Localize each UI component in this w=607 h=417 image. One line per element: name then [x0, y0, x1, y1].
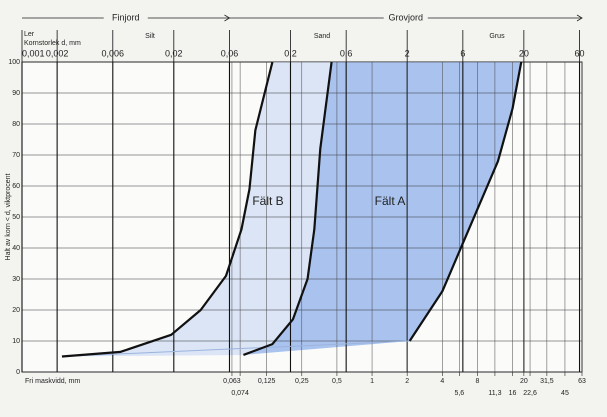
field-area [61, 62, 332, 357]
bottom-tick-label: 63 [578, 378, 586, 385]
bottom-tick-label: 31,5 [540, 378, 554, 385]
x-axis-label: Fri maskvidd, mm [25, 378, 80, 385]
y-tick-label: 50 [12, 214, 20, 221]
y-tick-label: 80 [12, 121, 20, 128]
y-tick-label: 90 [12, 90, 20, 97]
field-label: Fält A [375, 194, 406, 208]
bottom-tick-label: 2 [405, 378, 409, 385]
bracket-arrow [576, 14, 583, 22]
top-tick-label: 0,6 [340, 48, 353, 58]
top-tick-label: 0,02 [165, 48, 183, 58]
bottom-tick-label: 20 [520, 378, 528, 385]
bottom-tick-label: 0,074 [231, 390, 249, 397]
bottom-tick-label: 8 [475, 378, 479, 385]
y-tick-label: 0 [16, 369, 20, 376]
zone-label: Sand [314, 33, 330, 40]
grading-curve [408, 61, 523, 342]
top-tick-label: 20 [519, 48, 529, 58]
top-tick-label: 0,06 [221, 48, 239, 58]
group-label: Grovjord [388, 12, 423, 22]
y-axis-label: Halt av korn < d, viktprocent [5, 173, 12, 260]
top-tick-label: 0,002 [46, 48, 69, 58]
grading-curve [61, 61, 274, 358]
bottom-tick-label: 4 [440, 378, 444, 385]
top-tick-label: 0,2 [284, 48, 297, 58]
zone-label: Silt [145, 33, 155, 40]
top-tick-label: 0,006 [102, 48, 125, 58]
bottom-edge [61, 340, 410, 357]
bottom-tick-label: 5,6 [454, 390, 464, 397]
y-tick-label: 70 [12, 152, 20, 159]
zone-label: Ler [24, 31, 35, 38]
top-tick-label: 0,001 [22, 48, 45, 58]
bottom-tick-label: 0,063 [223, 378, 241, 385]
bottom-tick-label: 11,3 [488, 390, 501, 397]
bottom-tick-label: 45 [561, 390, 569, 397]
zone-label: Grus [489, 33, 505, 40]
top-axis-label: Kornstorlek d, mm [24, 40, 81, 47]
y-tick-label: 10 [12, 338, 20, 345]
top-tick-label: 6 [460, 48, 465, 58]
group-label: Finjord [112, 12, 140, 22]
y-tick-label: 100 [8, 59, 20, 66]
bottom-tick-label: 22,6 [523, 390, 537, 397]
top-tick-label: 60 [575, 48, 585, 58]
y-tick-label: 40 [12, 245, 20, 252]
top-tick-label: 2 [405, 48, 410, 58]
bottom-tick-label: 16 [509, 390, 517, 397]
field-label: Fält B [252, 194, 283, 208]
y-tick-label: 20 [12, 307, 20, 314]
field-area [243, 62, 522, 355]
bottom-tick-label: 0,125 [258, 378, 276, 385]
bottom-tick-label: 1 [370, 378, 374, 385]
bottom-tick-label: 0,25 [295, 378, 309, 385]
bracket-arrow [224, 14, 231, 22]
y-tick-label: 60 [12, 183, 20, 190]
bottom-tick-label: 0,5 [332, 378, 342, 385]
y-tick-label: 30 [12, 276, 20, 283]
grading-curve [243, 61, 333, 356]
